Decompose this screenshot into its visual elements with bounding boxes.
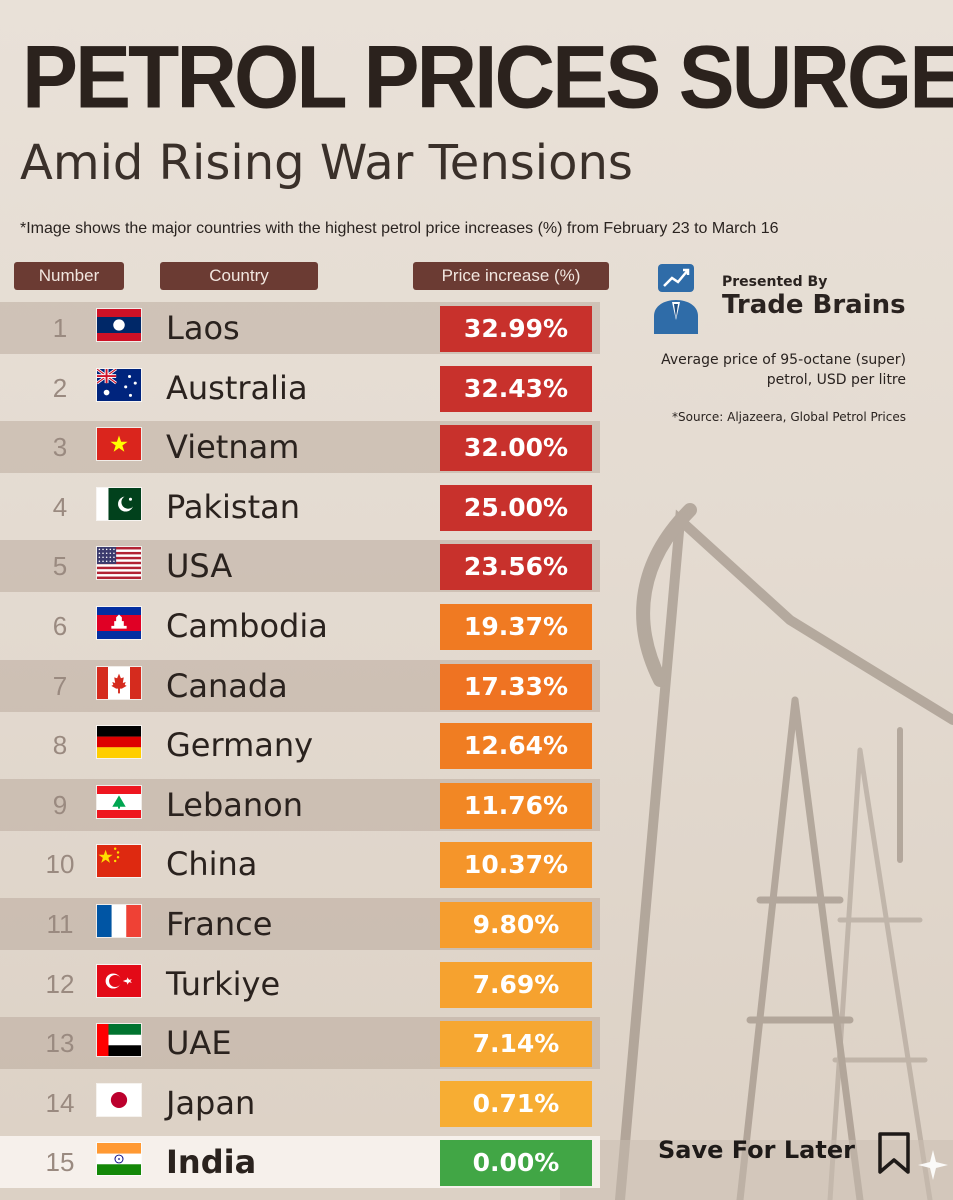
flag-turkiye-icon (96, 963, 142, 998)
page-title: PETROL PRICES SURGE (22, 27, 953, 127)
table-row: 7 Canada 17.33% (0, 659, 600, 712)
chart-presenter-icon (654, 264, 698, 334)
flag-laos-icon (96, 308, 142, 342)
country-name: Cambodia (166, 607, 328, 645)
country-name: Laos (166, 309, 240, 347)
rank-number: 10 (45, 849, 75, 880)
rank-number: 2 (52, 372, 68, 403)
source-note: *Source: Aljazeera, Global Petrol Prices (672, 410, 906, 424)
table-row: 10 China 10.37% (0, 838, 600, 890)
price-increase-bar: 7.14% (440, 1021, 592, 1068)
rank-number: 11 (46, 909, 74, 939)
table-row: 9 Lebanon 11.76% (0, 778, 600, 831)
country-name: UAE (166, 1024, 232, 1063)
footnote: *Image shows the major countries with th… (20, 220, 779, 237)
price-increase-bar: 32.99% (440, 306, 592, 352)
rank-number: 4 (52, 491, 68, 522)
table-row: 4 Pakistan 25.00% (0, 481, 600, 533)
flag-germany-icon (96, 725, 142, 760)
flag-france-icon (96, 904, 142, 938)
table-row: 2 Australia 32.43% (0, 362, 600, 414)
bookmark-icon[interactable] (876, 1130, 912, 1176)
flag-usa-icon (96, 546, 142, 581)
country-name: Germany (166, 726, 314, 765)
table-row: 14 Japan 0.71% (0, 1077, 600, 1129)
flag-canada-icon (96, 665, 142, 700)
price-increase-bar: 10.37% (440, 842, 592, 889)
table-row: 3 Vietnam 32.00% (0, 421, 600, 474)
page-subtitle: Amid Rising War Tensions (20, 135, 633, 191)
presented-by-label: Presented By (722, 274, 828, 290)
flag-pakistan-icon (96, 486, 142, 521)
country-name: Canada (166, 666, 288, 705)
rank-number: 5 (52, 551, 68, 582)
column-header-country: Country (160, 262, 318, 290)
rank-number: 12 (45, 968, 75, 999)
table-row: 13 UAE 7.14% (0, 1017, 600, 1070)
column-header-price-increase: Price increase (%) (413, 262, 609, 290)
flag-australia-icon (96, 367, 142, 402)
country-name: USA (166, 547, 233, 586)
price-increase-bar: 0.00% (440, 1140, 592, 1187)
rank-number: 15 (45, 1147, 75, 1178)
country-name: Vietnam (166, 428, 300, 467)
rank-number: 8 (52, 730, 68, 761)
country-name: Turkiye (166, 964, 281, 1003)
table-row: 8 Germany 12.64% (0, 719, 600, 771)
price-increase-bar: 11.76% (440, 782, 592, 829)
country-name: Lebanon (166, 785, 304, 824)
flag-china-icon (96, 844, 142, 879)
price-increase-bar: 32.00% (440, 425, 592, 472)
flag-india-icon (96, 1142, 142, 1177)
oil-pump-jack-illustration (560, 503, 953, 1200)
rank-number: 9 (52, 789, 68, 820)
country-name: India (166, 1143, 257, 1182)
sparkle-icon (918, 1150, 948, 1180)
rank-number: 7 (52, 670, 68, 701)
rank-number: 6 (52, 611, 68, 641)
flag-japan-icon (96, 1082, 142, 1117)
table-row: 1 Laos 32.99% (0, 302, 600, 354)
country-name: France (166, 905, 273, 943)
flag-uae-icon (96, 1023, 142, 1058)
table-row: 12 Turkiye 7.69% (0, 958, 600, 1010)
country-name: Pakistan (166, 487, 300, 526)
rank-number: 13 (45, 1028, 75, 1059)
price-increase-bar: 25.00% (440, 484, 592, 531)
average-price-line-2: petrol, USD per litre (766, 372, 906, 388)
price-increase-bar: 17.33% (440, 663, 592, 710)
rank-number: 1 (52, 313, 68, 343)
price-increase-bar: 32.43% (440, 365, 592, 412)
country-name: China (166, 845, 258, 884)
average-price-line-1: Average price of 95-octane (super) (661, 352, 906, 368)
flag-lebanon-icon (96, 784, 142, 819)
table-row: 15 India 0.00% (0, 1136, 600, 1189)
flag-cambodia-icon (96, 606, 142, 640)
country-name: Japan (166, 1083, 256, 1122)
price-increase-bar: 0.71% (440, 1080, 592, 1127)
flag-vietnam-icon (96, 427, 142, 462)
price-increase-bar: 7.69% (440, 961, 592, 1008)
table-row: 11 France 9.80% (0, 898, 600, 950)
brand-name: Trade Brains (722, 290, 906, 320)
table-row: 5 USA 23.56% (0, 540, 600, 593)
price-increase-bar: 23.56% (440, 544, 592, 591)
price-increase-bar: 9.80% (440, 902, 592, 948)
save-for-later-label[interactable]: Save For Later (658, 1136, 855, 1164)
price-increase-bar: 19.37% (440, 604, 592, 650)
rank-number: 3 (52, 432, 68, 463)
price-increase-bar: 12.64% (440, 723, 592, 770)
country-name: Australia (166, 368, 308, 407)
rank-number: 14 (45, 1087, 75, 1118)
column-header-number: Number (14, 262, 124, 290)
table-row: 6 Cambodia 19.37% (0, 600, 600, 652)
average-price-note: Average price of 95-octane (super) petro… (608, 350, 906, 390)
